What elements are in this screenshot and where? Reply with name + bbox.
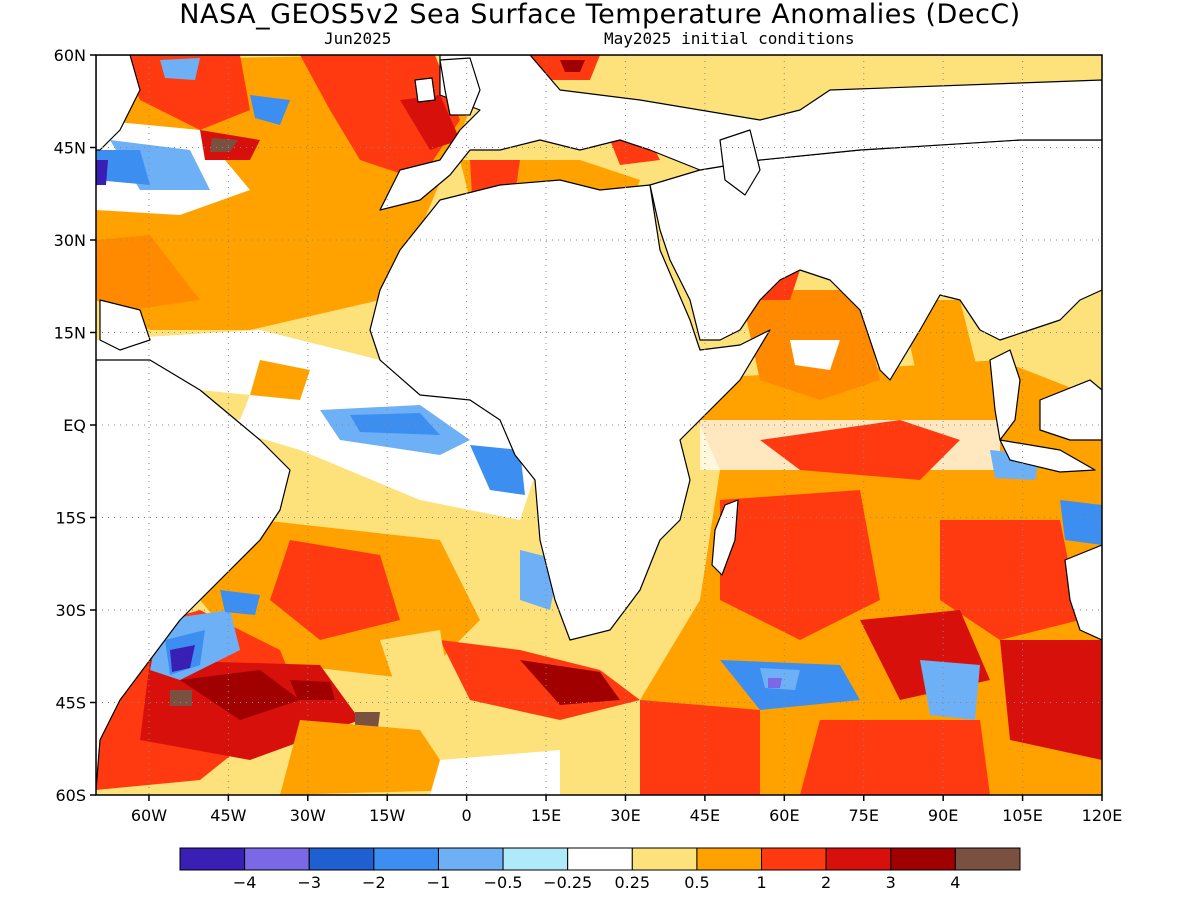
colorbar-swatch [761, 847, 827, 871]
colorbar-swatch [179, 847, 246, 871]
colorbar-swatch [437, 847, 504, 871]
colorbar-swatch [825, 847, 892, 871]
colorbar [179, 847, 1021, 871]
lon-tick-label: 75E [849, 806, 879, 825]
lat-tick-label: 60N [54, 46, 86, 65]
lat-tick-label: 45S [55, 694, 86, 713]
longitude-axis: 60W 45W 30W 15W 0 15E 30E 45E 60E 75E 90E 105E 120E [131, 795, 1122, 825]
lon-tick-label: 105E [1002, 806, 1043, 825]
lon-tick-label: 120E [1082, 806, 1123, 825]
lon-tick-label: 90E [928, 806, 958, 825]
map-title: NASA_GEOS5v2 Sea Surface Temperature Ano… [179, 0, 1021, 30]
colorbar-swatch [373, 847, 439, 871]
lon-tick-label: 0 [462, 806, 472, 825]
lat-tick-label: 45N [54, 139, 86, 158]
colorbar-label: −0.25 [543, 873, 592, 892]
lon-tick-label: 60W [131, 806, 167, 825]
colorbar-label: −2 [362, 873, 386, 892]
forecast-month-label: Jun2025 [324, 29, 392, 48]
colorbar-swatch [631, 847, 698, 871]
colorbar-label: 3 [886, 873, 896, 892]
lon-tick-label: 45E [690, 806, 720, 825]
colorbar-swatch [308, 847, 375, 871]
colorbar-label: −0.5 [484, 873, 523, 892]
lon-tick-label: 45W [210, 806, 246, 825]
lon-tick-label: 60E [769, 806, 799, 825]
map-plot-area [96, 55, 1102, 795]
lon-tick-label: 30W [290, 806, 326, 825]
initial-conditions-label: May2025 initial conditions [604, 29, 855, 48]
lon-tick-label: 15E [531, 806, 561, 825]
colorbar-label: 0.5 [684, 873, 709, 892]
colorbar-label: −3 [297, 873, 321, 892]
colorbar-label: −4 [233, 873, 257, 892]
lat-tick-label: 30S [55, 601, 86, 620]
colorbar-swatch [696, 847, 763, 871]
lat-tick-label: 30N [54, 231, 86, 250]
lat-tick-label: 60S [55, 786, 86, 805]
colorbar-swatch [890, 847, 956, 871]
colorbar-swatch [567, 847, 633, 871]
colorbar-label: 4 [950, 873, 960, 892]
lat-tick-label: EQ [63, 416, 86, 435]
colorbar-labels: −4 −3 −2 −1 −0.5 −0.25 0.25 0.5 1 2 3 4 [233, 873, 961, 892]
land-masses [96, 55, 1102, 791]
colorbar-label: −1 [427, 873, 451, 892]
lat-tick-label: 15S [55, 509, 86, 528]
colorbar-label: 2 [821, 873, 831, 892]
colorbar-swatch [502, 847, 569, 871]
colorbar-swatch [244, 847, 310, 871]
colorbar-label: 0.25 [614, 873, 650, 892]
lon-tick-label: 15W [369, 806, 405, 825]
colorbar-label: 1 [756, 873, 766, 892]
lat-tick-label: 15N [54, 324, 86, 343]
latitude-axis: 60N 45N 30N 15N EQ 15S 30S 45S 60S [54, 46, 96, 805]
lon-tick-label: 30E [610, 806, 640, 825]
colorbar-swatch [954, 847, 1021, 871]
